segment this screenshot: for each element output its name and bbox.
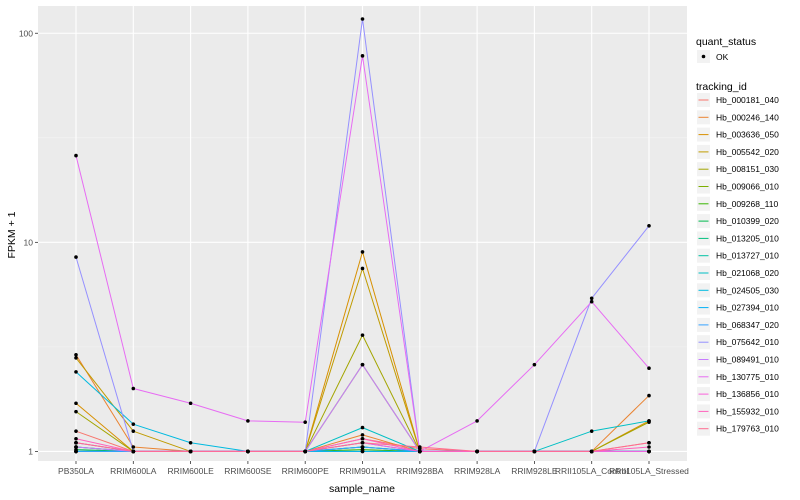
data-point (360, 54, 365, 58)
data-point (74, 153, 78, 158)
data-point (74, 255, 78, 259)
x-tick-label: PB350LA (58, 466, 94, 476)
x-axis-title: sample_name (329, 483, 395, 495)
data-point (360, 433, 365, 437)
data-point (360, 425, 365, 430)
data-point (532, 362, 537, 367)
data-point (475, 449, 479, 454)
shape-legend-label: OK (716, 52, 729, 62)
data-point (74, 449, 78, 454)
x-tick-label: RRII105LA_Control (555, 466, 629, 476)
color-legend-label: Hb_005542_020 (716, 147, 779, 157)
x-tick-label: RRIM600SE (224, 466, 272, 476)
color-legend-label: Hb_179763_010 (716, 424, 779, 434)
data-point (188, 401, 193, 406)
data-point (647, 419, 651, 423)
x-tick-label: RRIM600LA (110, 466, 157, 476)
data-point (647, 445, 651, 449)
x-tick-label: RRIM928BA (396, 466, 444, 476)
y-axis-title: FPKM + 1 (6, 211, 18, 258)
x-tick-label: RRIM600PE (282, 466, 330, 476)
x-tick-label: RRIM928LE (511, 466, 558, 476)
data-point (74, 436, 78, 441)
x-tick-label: RRIM928LA (454, 466, 501, 476)
color-legend-label: Hb_013727_010 (716, 251, 779, 261)
x-tick-label: RRIM600LE (167, 466, 214, 476)
data-point (360, 445, 365, 449)
x-tick-label: RRIM901LA (339, 466, 386, 476)
color-legend-label: Hb_000181_040 (716, 95, 779, 105)
color-legend-label: Hb_003636_050 (716, 130, 779, 140)
data-point (74, 409, 78, 414)
y-tick-label: 1 (28, 446, 33, 456)
data-point (246, 419, 250, 423)
data-point (74, 445, 78, 449)
y-tick-label: 100 (19, 28, 33, 38)
data-point (647, 366, 651, 371)
data-point (131, 386, 136, 391)
data-point (360, 449, 365, 454)
color-legend-label: Hb_068347_020 (716, 320, 779, 330)
data-point (74, 429, 78, 433)
data-point (360, 362, 365, 367)
data-point (131, 445, 136, 449)
data-point (360, 250, 365, 254)
data-point (589, 296, 594, 301)
color-legend-label: Hb_000246_140 (716, 112, 779, 122)
data-point (647, 393, 651, 398)
data-point (74, 440, 78, 445)
shape-legend-title: quant_status (696, 36, 756, 48)
color-legend-label: Hb_024505_030 (716, 285, 779, 295)
data-point (589, 429, 594, 433)
color-legend-label: Hb_136856_010 (716, 389, 779, 399)
color-legend-label: Hb_089491_010 (716, 355, 779, 365)
data-point (131, 429, 136, 433)
data-point (360, 266, 365, 271)
shape-legend-point (701, 54, 706, 59)
data-point (131, 449, 136, 454)
color-legend-label: Hb_021068_020 (716, 268, 779, 278)
data-point (188, 440, 193, 445)
axes: 1 10 100 PB350LA RRIM600LA RRIM600LE RRIM600SE… (19, 28, 689, 476)
data-point (74, 401, 78, 406)
data-point (589, 449, 594, 454)
data-point (418, 445, 422, 449)
data-point (303, 449, 308, 454)
color-legend-label: Hb_027394_010 (716, 303, 779, 313)
data-point (589, 299, 594, 304)
color-legend-label: Hb_155932_010 (716, 406, 779, 416)
data-point (74, 370, 78, 374)
color-legend-label: Hb_075642_010 (716, 337, 779, 347)
data-point (475, 419, 479, 423)
color-legend-label: Hb_009066_010 (716, 182, 779, 192)
data-point (647, 440, 651, 445)
data-point (360, 440, 365, 445)
data-point (303, 420, 308, 424)
data-point (360, 436, 365, 441)
data-point (188, 449, 193, 454)
data-point (360, 17, 365, 21)
color-legend-label: Hb_013205_010 (716, 233, 779, 243)
data-point (74, 356, 78, 360)
data-point (647, 449, 651, 454)
data-point (532, 449, 537, 454)
color-legend-title: tracking_id (696, 81, 747, 93)
data-point (418, 449, 422, 454)
data-point (131, 422, 136, 426)
color-legend-label: Hb_010399_020 (716, 216, 779, 226)
data-point (360, 333, 365, 337)
x-tick-label: RRII105LA_Stressed (609, 466, 689, 476)
data-points (74, 17, 651, 454)
data-point (246, 449, 250, 454)
y-tick-label: 10 (24, 237, 34, 247)
legend: quant_status tracking_id OK Hb_000181_040… (696, 36, 779, 436)
color-legend-label: Hb_130775_010 (716, 372, 779, 382)
color-legend-label: Hb_008151_030 (716, 164, 779, 174)
data-point (74, 352, 78, 357)
color-legend-label: Hb_009268_110 (716, 199, 779, 209)
data-point (647, 223, 651, 228)
